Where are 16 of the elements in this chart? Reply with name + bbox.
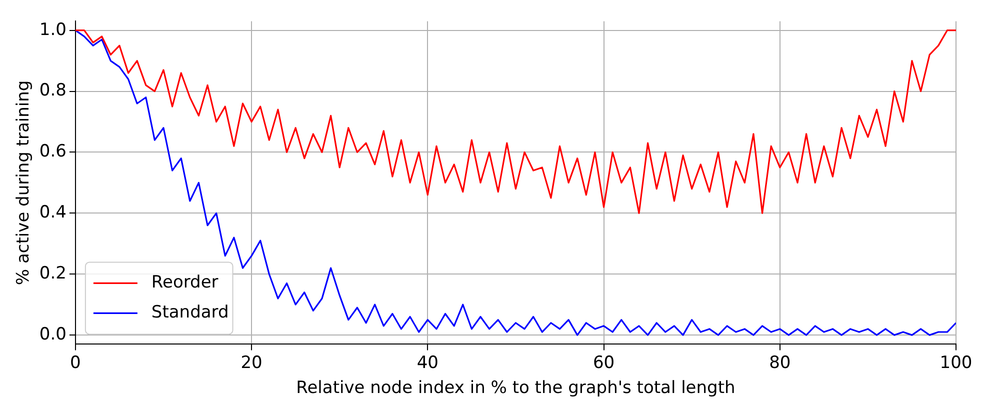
x-tick-label: 0 bbox=[70, 352, 81, 373]
y-tick-label: 0.8 bbox=[39, 80, 66, 101]
x-tick-label: 40 bbox=[416, 352, 438, 373]
y-tick-label: 0.0 bbox=[39, 324, 66, 344]
y-tick-label: 1.0 bbox=[39, 20, 66, 40]
y-tick-label: 0.6 bbox=[39, 142, 66, 162]
y-axis-title: % active during training bbox=[14, 80, 34, 286]
y-tick-label: 0.2 bbox=[39, 264, 66, 284]
x-tick-label: 60 bbox=[592, 352, 615, 373]
x-tick-label: 80 bbox=[769, 352, 791, 373]
legend-label: Standard bbox=[151, 302, 229, 323]
y-tick-label: 0.4 bbox=[39, 202, 66, 223]
x-tick-label: 100 bbox=[940, 352, 972, 373]
legend-label: Reorder bbox=[151, 272, 218, 293]
x-axis-title: Relative node index in % to the graph's total length bbox=[296, 378, 736, 398]
x-tick-label: 20 bbox=[240, 352, 262, 373]
